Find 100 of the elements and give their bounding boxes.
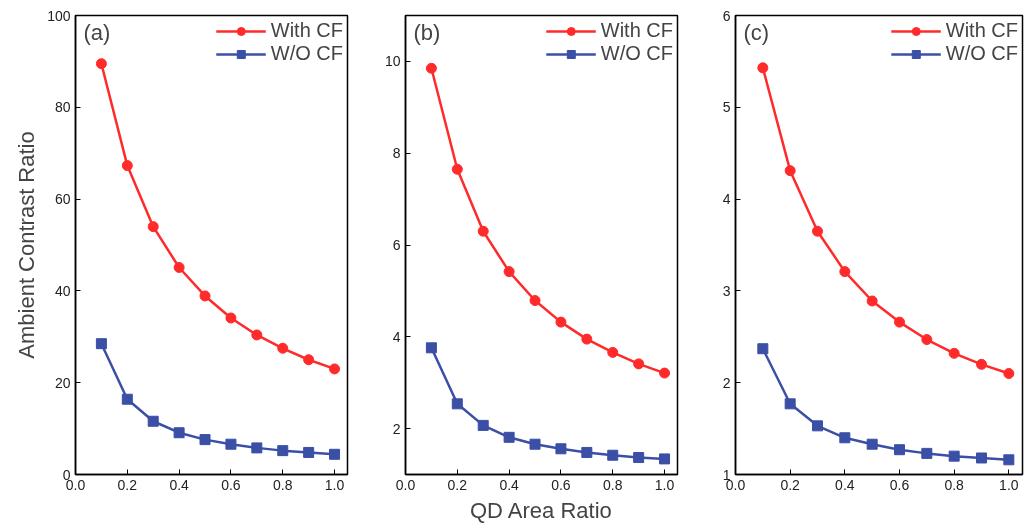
y-tick-label: 2 [392, 420, 401, 437]
point [784, 398, 796, 410]
x-tick-label: 0.8 [944, 476, 965, 493]
point [303, 446, 315, 458]
point [976, 358, 987, 370]
x-axis-title: QD Area Ratio [469, 497, 612, 523]
point [199, 434, 211, 446]
point [503, 266, 515, 278]
point [199, 290, 211, 302]
point [607, 346, 619, 358]
y-tick-label: 10 [384, 53, 401, 70]
x-tick-label: 0.2 [117, 476, 138, 493]
x-tick-label: 1.0 [999, 476, 1019, 493]
point [225, 312, 237, 324]
point [121, 393, 133, 405]
point [839, 266, 851, 278]
y-tick-label: 100 [47, 7, 71, 24]
x-tick-label: 0.6 [221, 476, 241, 493]
point [1003, 368, 1015, 380]
point [948, 347, 960, 359]
point [607, 449, 619, 461]
point [757, 62, 769, 74]
point [225, 438, 237, 450]
point [173, 427, 185, 439]
legend-label: W/O CF [600, 42, 673, 65]
annotation: (b) [413, 19, 441, 45]
x-tick-label: 0.4 [835, 476, 855, 493]
point [1003, 454, 1015, 466]
point [529, 295, 541, 307]
y-tick-label: 40 [54, 282, 71, 299]
point [147, 221, 159, 233]
x-tick-label: 1.0 [654, 476, 675, 493]
point [581, 333, 593, 345]
point [812, 420, 823, 432]
point [633, 358, 645, 370]
point [477, 225, 489, 237]
point [425, 342, 437, 354]
point [555, 316, 567, 328]
point [866, 295, 878, 307]
x-tick-label: 0.4 [169, 476, 190, 493]
point [451, 163, 463, 175]
point [477, 419, 489, 431]
point [251, 329, 263, 341]
point [451, 398, 463, 410]
y-tick-label: 5 [722, 99, 731, 116]
point [581, 446, 593, 458]
point [921, 334, 933, 346]
y-tick-label: 4 [392, 328, 401, 345]
y-tick-label: 20 [54, 374, 71, 391]
point [894, 316, 905, 328]
annotation: (a) [83, 19, 111, 45]
point [95, 58, 107, 70]
point [633, 452, 645, 464]
y-tick-label: 4 [722, 191, 731, 208]
point [555, 443, 567, 455]
point [303, 354, 315, 366]
point [147, 415, 159, 427]
point [277, 445, 289, 457]
y-axis-title: Ambient Contrast Ratio [14, 131, 40, 359]
point [894, 444, 905, 456]
y-tick-label: 6 [722, 7, 731, 24]
annotation: (c) [743, 19, 770, 45]
point [757, 343, 769, 355]
point [866, 438, 878, 450]
y-tick-label: 8 [392, 145, 401, 162]
y-tick-label: 6 [392, 237, 401, 253]
legend-label: With CF [945, 19, 1018, 42]
point [529, 438, 541, 450]
x-tick-label: 0.8 [273, 476, 293, 493]
y-tick-label: 3 [722, 282, 731, 299]
point [425, 62, 437, 74]
x-tick-label: 0.8 [603, 476, 623, 493]
x-tick-label: 1.0 [324, 476, 345, 493]
x-tick-label: 0.0 [395, 476, 416, 493]
x-tick-label: 0.6 [889, 476, 910, 493]
x-tick-label: 0.2 [447, 476, 468, 493]
point [976, 452, 987, 464]
y-tick-label: 80 [54, 99, 71, 116]
point [121, 160, 133, 172]
point [277, 342, 289, 354]
point [503, 431, 515, 443]
x-tick-label: 0.6 [551, 476, 571, 493]
point [329, 363, 341, 375]
legend-label: W/O CF [945, 42, 1018, 65]
point [948, 450, 960, 462]
point [251, 442, 263, 454]
y-tick-label: 60 [54, 191, 71, 208]
x-tick-label: 0.2 [780, 476, 801, 493]
x-tick-label: 0.4 [499, 476, 520, 493]
point [812, 225, 823, 237]
legend-label: With CF [270, 19, 343, 42]
point [921, 447, 933, 459]
point [784, 165, 796, 177]
point [95, 338, 107, 350]
legend-label: With CF [600, 19, 673, 42]
legend-label: W/O CF [270, 42, 343, 65]
point [329, 448, 341, 460]
point [173, 262, 185, 273]
point [659, 453, 671, 465]
y-tick-label: 2 [722, 374, 731, 391]
